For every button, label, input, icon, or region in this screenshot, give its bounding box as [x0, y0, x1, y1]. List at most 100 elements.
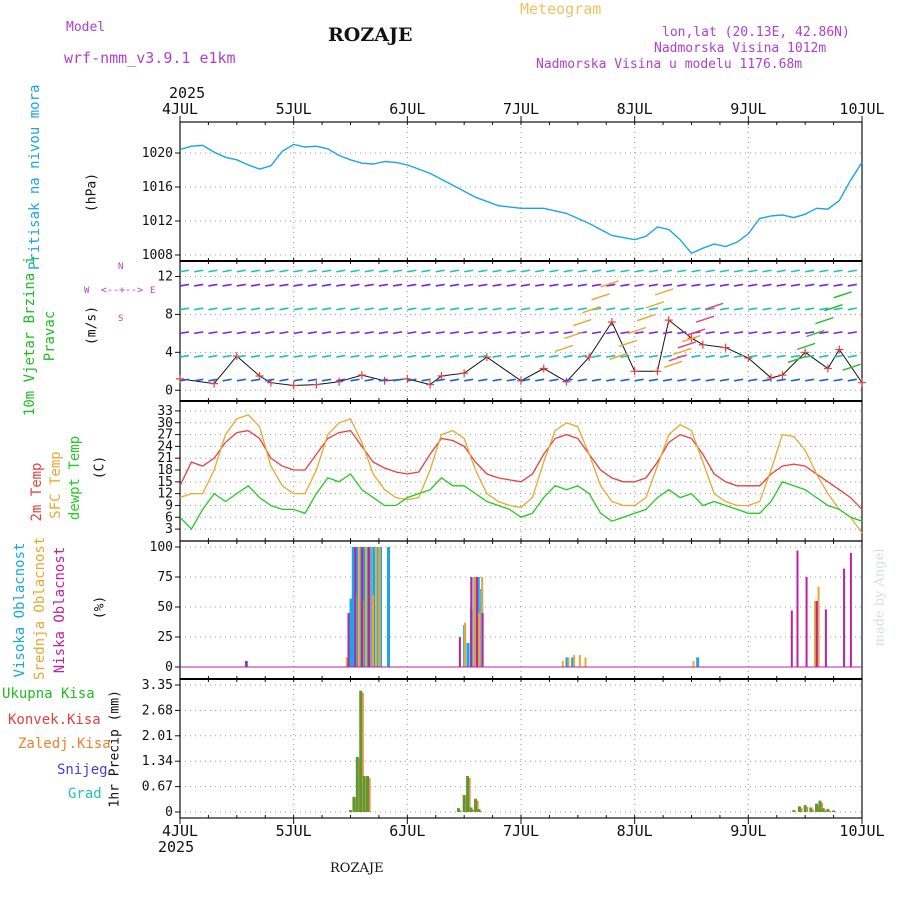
wind-arrow: [662, 354, 673, 358]
precip-bar-conv: [472, 809, 474, 812]
wind-arrow: [407, 269, 417, 273]
wind-arrow: [492, 331, 502, 335]
precip-bar: [815, 803, 819, 812]
wind-speed-marker: [858, 378, 866, 387]
wind-arrow: [520, 283, 531, 287]
precip-bar: [349, 810, 352, 812]
wind-arrow: [520, 269, 531, 273]
wind-arrow: [577, 283, 587, 287]
wind-arrow: [236, 269, 246, 273]
wind-arrow: [336, 269, 346, 273]
wind-arrow: [250, 354, 261, 358]
wind-arrow: [833, 307, 843, 311]
wind-arrow: [748, 283, 758, 287]
precip-bar-conv: [362, 692, 364, 812]
wind-arrow-strong: [663, 360, 683, 368]
wind-arrow: [762, 283, 772, 287]
wind-arrow-strong: [563, 331, 583, 340]
wind-speed-marker: [585, 353, 594, 362]
wind-arrow: [705, 331, 715, 335]
wind-arrow: [677, 307, 687, 311]
wind-arrow: [620, 378, 630, 382]
wind-arrow: [719, 378, 730, 382]
precip-bar-conv: [806, 807, 809, 812]
y-tick-label: 6: [165, 510, 173, 525]
pressure-ylabel: (hPa): [84, 172, 100, 213]
wind-arrow: [208, 378, 218, 382]
wind-arrow: [307, 269, 318, 273]
wind-speed-marker: [801, 348, 810, 357]
wind-arrow: [506, 269, 516, 273]
wind-arrow: [307, 354, 318, 358]
wind-speed-marker: [823, 364, 832, 373]
wind-arrow: [222, 331, 232, 335]
precip-bar: [797, 806, 801, 812]
wind-speed-marker: [210, 379, 219, 388]
wind-arrow: [378, 283, 389, 287]
wind-arrow: [435, 307, 445, 311]
wind-arrow-strong: [554, 344, 574, 353]
wind-arrow: [392, 378, 403, 382]
wind-arrow: [620, 307, 630, 311]
wind-arrow: [520, 354, 531, 358]
wind-arrow: [833, 269, 843, 273]
wind-arrow: [421, 283, 431, 287]
wind-arrow: [819, 331, 829, 335]
mid-cloud-bar: [371, 595, 374, 667]
wind-arrow: [819, 283, 829, 287]
wind-arrow: [364, 307, 374, 311]
wind-arrow: [805, 283, 815, 287]
low-cloud-label: Niska Oblacnost: [52, 546, 68, 674]
wind-arrow: [648, 307, 659, 311]
wind-arrow: [719, 307, 730, 311]
cloud-ylabel: (%): [92, 595, 108, 620]
y-tick-label: 12: [157, 269, 173, 284]
wind-arrow: [705, 378, 715, 382]
wind-arrow: [407, 283, 417, 287]
wind-arrow: [435, 283, 445, 287]
y-tick-label: 0: [165, 383, 173, 398]
pressure-line: [179, 143, 863, 255]
wind-arrow-strong: [704, 302, 724, 310]
wind-arrow: [577, 269, 587, 273]
wind-arrow-strong: [627, 326, 647, 335]
y-tick-label: 30: [157, 416, 173, 431]
wind-arrow: [293, 269, 303, 273]
wind-arrow: [563, 378, 573, 382]
wind-arrow: [762, 354, 772, 358]
wind-arrow: [506, 331, 516, 335]
wind-arrow: [733, 331, 744, 335]
wind-speed-marker: [460, 369, 469, 378]
wind-arrow: [492, 283, 502, 287]
wind-arrow: [194, 283, 204, 287]
wind-arrow: [194, 378, 204, 382]
wind-speed-marker: [698, 340, 707, 349]
wind-arrow: [549, 269, 559, 273]
wind-arrow: [321, 283, 332, 287]
wind-arrow: [293, 378, 303, 382]
x-tick-label-top: 4JUL: [162, 100, 198, 118]
wind-arrow: [535, 283, 545, 287]
wind-arrow: [819, 378, 829, 382]
wind-arrow: [705, 283, 715, 287]
wind-arrow: [577, 378, 587, 382]
wind-arrow: [549, 331, 559, 335]
wind-speed-marker: [426, 380, 435, 389]
wind-arrow: [847, 269, 857, 273]
wind-arrow: [321, 331, 332, 335]
wind-arrow: [662, 331, 673, 335]
wind-arrow-strong: [673, 347, 692, 356]
y-tick-label: 1008: [142, 248, 173, 263]
wind-arrow: [691, 283, 701, 287]
x-tick-label-top: 6JUL: [389, 100, 425, 118]
wind-arrow: [492, 269, 502, 273]
wind-arrow: [634, 269, 644, 273]
wind-arrow: [208, 331, 218, 335]
wind-arrow: [250, 269, 261, 273]
wind-arrow: [407, 354, 417, 358]
model-name: wrf-nmm_v3.9.1 e1km: [64, 49, 236, 67]
mid-cloud-bar: [567, 657, 570, 667]
wind-arrow: [606, 354, 616, 358]
wind-arrow: [606, 269, 616, 273]
wind-arrow: [265, 354, 275, 358]
